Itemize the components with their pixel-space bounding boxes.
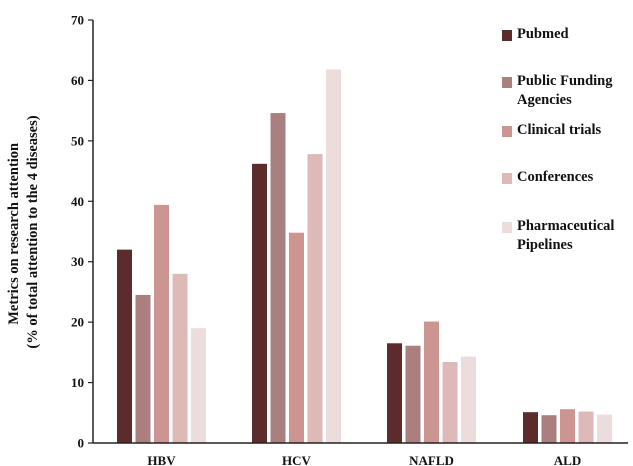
legend: Pubmed Public Funding Agencies Clinical tri… (502, 26, 614, 253)
bar-hbv-pharmaceutical-pipelines (191, 328, 206, 443)
legend-swatch (502, 173, 512, 184)
x-category-label: ALD (554, 453, 581, 466)
bar-ald-pubmed (523, 412, 538, 443)
legend-swatch (502, 77, 512, 88)
bar-nafld-public-funding-agencies (405, 345, 421, 443)
bar-hcv-pharmaceutical-pipelines (326, 69, 341, 444)
bar-nafld-pharmaceutical-pipelines (461, 356, 476, 443)
bar-hcv-clinical-trials (289, 232, 304, 443)
y-tick-label: 10 (71, 375, 84, 390)
x-category-labels: HBV HCV NAFLD ALD (147, 453, 581, 466)
y-axis-title: Metrics on research attention (% of tota… (6, 115, 41, 348)
bar-hbv-clinical-trials (154, 204, 169, 443)
bar-ald-clinical-trials (560, 409, 575, 443)
bar-nafld-pubmed (387, 343, 402, 443)
legend-label: Public Funding Agencies (517, 73, 613, 108)
y-tick-label: 30 (71, 254, 84, 269)
bars-layer (117, 69, 612, 444)
legend-label: Pharmaceutical Pipelines (517, 218, 614, 253)
legend-swatch (502, 126, 512, 137)
legend-swatch (502, 30, 512, 41)
x-category-label: NAFLD (409, 453, 454, 466)
legend-label: Clinical trials (517, 122, 602, 138)
y-tick-label: 20 (71, 315, 84, 330)
y-tick-label: 0 (78, 436, 85, 451)
bar-hbv-pubmed (117, 249, 132, 443)
bar-hbv-public-funding-agencies (135, 294, 151, 443)
x-category-label: HBV (147, 453, 176, 466)
legend-label: Pubmed (517, 26, 569, 42)
y-tick-label: 40 (71, 194, 84, 209)
legend-swatch (502, 222, 512, 233)
bar-hcv-public-funding-agencies (270, 113, 286, 443)
y-tick-label: 60 (71, 73, 84, 88)
bar-nafld-clinical-trials (424, 321, 439, 443)
bar-hcv-conferences (307, 154, 323, 443)
bar-ald-conferences (578, 411, 594, 443)
axes-layer (92, 20, 628, 444)
bar-nafld-conferences (442, 362, 458, 443)
x-category-label: HCV (282, 453, 312, 466)
legend-label: Conferences (517, 169, 594, 185)
bar-hcv-pubmed (252, 163, 267, 443)
y-tick-label: 70 (71, 13, 84, 28)
bar-ald-public-funding-agencies (541, 415, 557, 443)
bar-hbv-conferences (172, 273, 188, 443)
y-axis-title-line-2: (% of total attention to the 4 diseases) (25, 115, 41, 348)
y-ticks: 0 10 20 30 40 50 60 70 (71, 13, 93, 451)
y-tick-label: 50 (71, 133, 84, 148)
bar-ald-pharmaceutical-pipelines (597, 414, 612, 443)
y-axis-title-line-1: Metrics on research attention (6, 143, 22, 325)
